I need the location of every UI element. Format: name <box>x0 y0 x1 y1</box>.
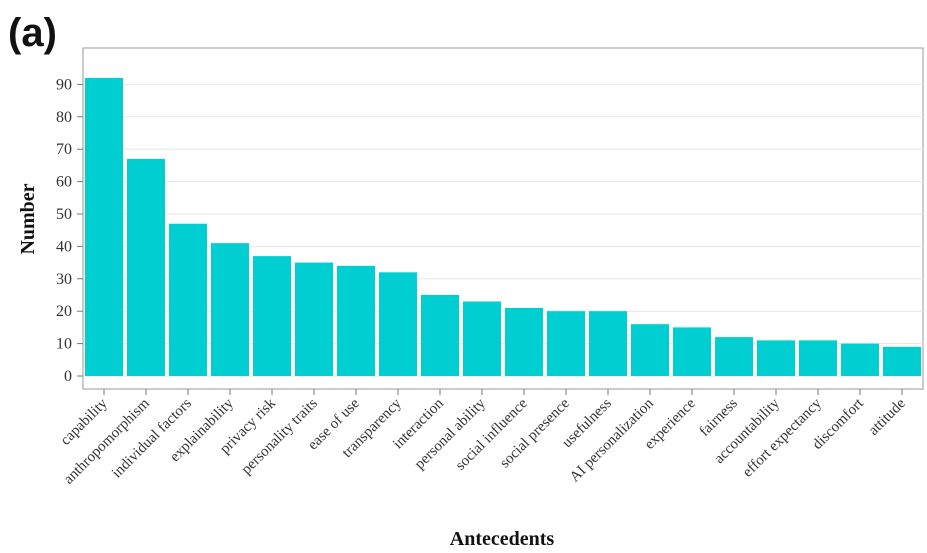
bar-effort-expectancy <box>799 340 837 376</box>
panel-label: (a) <box>8 11 57 55</box>
bar-interaction <box>421 295 459 376</box>
y-tick-label: 80 <box>56 109 72 126</box>
bar-personal-ability <box>463 301 501 376</box>
x-tick-label: social influence <box>453 395 531 473</box>
bar-attitude <box>883 346 921 376</box>
bar-ai-personalization <box>631 324 669 376</box>
bar-discomfort <box>841 343 879 376</box>
y-tick-label: 0 <box>64 368 72 385</box>
bar-ease-of-use <box>337 265 375 376</box>
bar-experience <box>673 327 711 376</box>
x-axis-title: Antecedents <box>450 528 555 550</box>
bar-explainability <box>211 243 249 376</box>
bars <box>85 77 921 377</box>
y-tick-label: 30 <box>56 271 72 288</box>
bar-social-influence <box>505 307 543 376</box>
y-tick-label: 20 <box>56 303 72 320</box>
bar-privacy-risk <box>253 256 291 376</box>
bar-capability <box>85 77 123 377</box>
x-tick-label: attitude <box>866 395 909 438</box>
bar-usefulness <box>589 311 627 376</box>
y-axis-title: Number <box>17 183 39 254</box>
y-tick-label: 50 <box>56 206 72 223</box>
x-tick-label: personality traits <box>239 395 321 477</box>
bar-accountability <box>757 340 795 376</box>
y-tick-label: 60 <box>56 174 72 191</box>
y-tick-label: 90 <box>56 76 72 93</box>
bar-fairness <box>715 337 753 376</box>
bar-individual-factors <box>169 223 207 376</box>
y-tick-label: 10 <box>56 336 72 353</box>
bar-transparency <box>379 272 417 376</box>
bar-anthropomorphism <box>127 158 165 376</box>
bar-personality-traits <box>295 262 333 376</box>
plot-frame <box>82 47 924 390</box>
y-tick-label: 40 <box>56 238 72 255</box>
y-tick-label: 70 <box>56 141 72 158</box>
grid-lines <box>83 83 923 377</box>
bar-social-presence <box>547 311 585 376</box>
y-axis-ticks: 0 10 20 30 40 50 60 70 80 90 <box>56 76 83 385</box>
